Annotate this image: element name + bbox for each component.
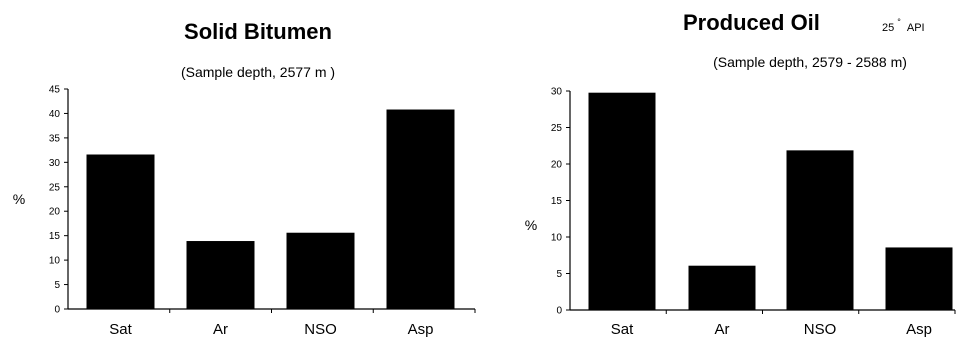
solid-bitumen-bar-sat: [86, 154, 155, 310]
solid-bitumen-title: Solid Bitumen: [184, 19, 332, 44]
produced-oil-bar-sat: [588, 92, 656, 311]
solid-bitumen-y-tick-label: 25: [49, 182, 61, 193]
produced-oil-y-tick-label: 20: [551, 160, 563, 171]
solid-bitumen-y-tick-label: 10: [49, 256, 61, 267]
solid-bitumen-bar-nso: [286, 232, 355, 310]
solid-bitumen-category-label-sat: Sat: [109, 321, 132, 338]
solid-bitumen-bar-asp: [386, 109, 455, 310]
solid-bitumen-y-tick-label: 35: [49, 133, 61, 144]
produced-oil-category-label-asp: Asp: [906, 321, 932, 338]
solid-bitumen-y-tick-label: 15: [49, 231, 61, 242]
solid-bitumen-y-tick-label: 40: [49, 109, 61, 120]
solid-bitumen-chart: Solid Bitumen (Sample depth, 2577 m ) % …: [13, 19, 476, 338]
degree-symbol: °: [897, 17, 901, 27]
solid-bitumen-y-tick-label: 20: [49, 207, 61, 218]
solid-bitumen-y-tick-label: 30: [49, 158, 61, 169]
produced-oil-y-tick-label: 25: [551, 123, 563, 134]
produced-oil-bar-asp: [885, 247, 953, 311]
solid-bitumen-y-tick-label: 0: [54, 305, 60, 316]
produced-oil-y-tick-label: 15: [551, 196, 563, 207]
solid-bitumen-y-tick-label: 45: [49, 85, 61, 96]
solid-bitumen-subtitle: (Sample depth, 2577 m ): [181, 64, 335, 80]
produced-oil-y-tick-label: 5: [556, 269, 562, 280]
produced-oil-category-label-ar: Ar: [715, 321, 730, 338]
solid-bitumen-category-label-asp: Asp: [408, 321, 434, 338]
produced-oil-bar-nso: [786, 150, 854, 311]
produced-oil-bars: Sat Ar NSO Asp: [588, 92, 953, 338]
produced-oil-y-axis-label: %: [525, 217, 537, 233]
produced-oil-title: Produced Oil: [683, 10, 820, 35]
produced-oil-y-tick-label: 10: [551, 233, 563, 244]
api-unit: API: [907, 22, 925, 34]
produced-oil-category-label-sat: Sat: [611, 321, 634, 338]
solid-bitumen-bars: Sat Ar NSO Asp: [86, 109, 455, 338]
produced-oil-chart: Produced Oil 25 ° API (Sample depth, 2579 …: [525, 10, 956, 338]
solid-bitumen-bar-ar: [186, 241, 255, 310]
solid-bitumen-y-axis-label: %: [13, 191, 25, 207]
produced-oil-y-tick-label: 30: [551, 87, 563, 98]
produced-oil-category-label-nso: NSO: [804, 321, 837, 338]
api-gravity-value: 25: [882, 22, 894, 34]
solid-bitumen-category-label-nso: NSO: [304, 321, 337, 338]
produced-oil-subtitle: (Sample depth, 2579 - 2588 m): [713, 54, 907, 70]
produced-oil-bar-ar: [688, 265, 756, 311]
solid-bitumen-y-tick-label: 5: [54, 280, 60, 291]
api-gravity-label: 25 ° API: [882, 17, 925, 34]
solid-bitumen-category-label-ar: Ar: [213, 321, 228, 338]
produced-oil-y-tick-label: 0: [556, 306, 562, 317]
